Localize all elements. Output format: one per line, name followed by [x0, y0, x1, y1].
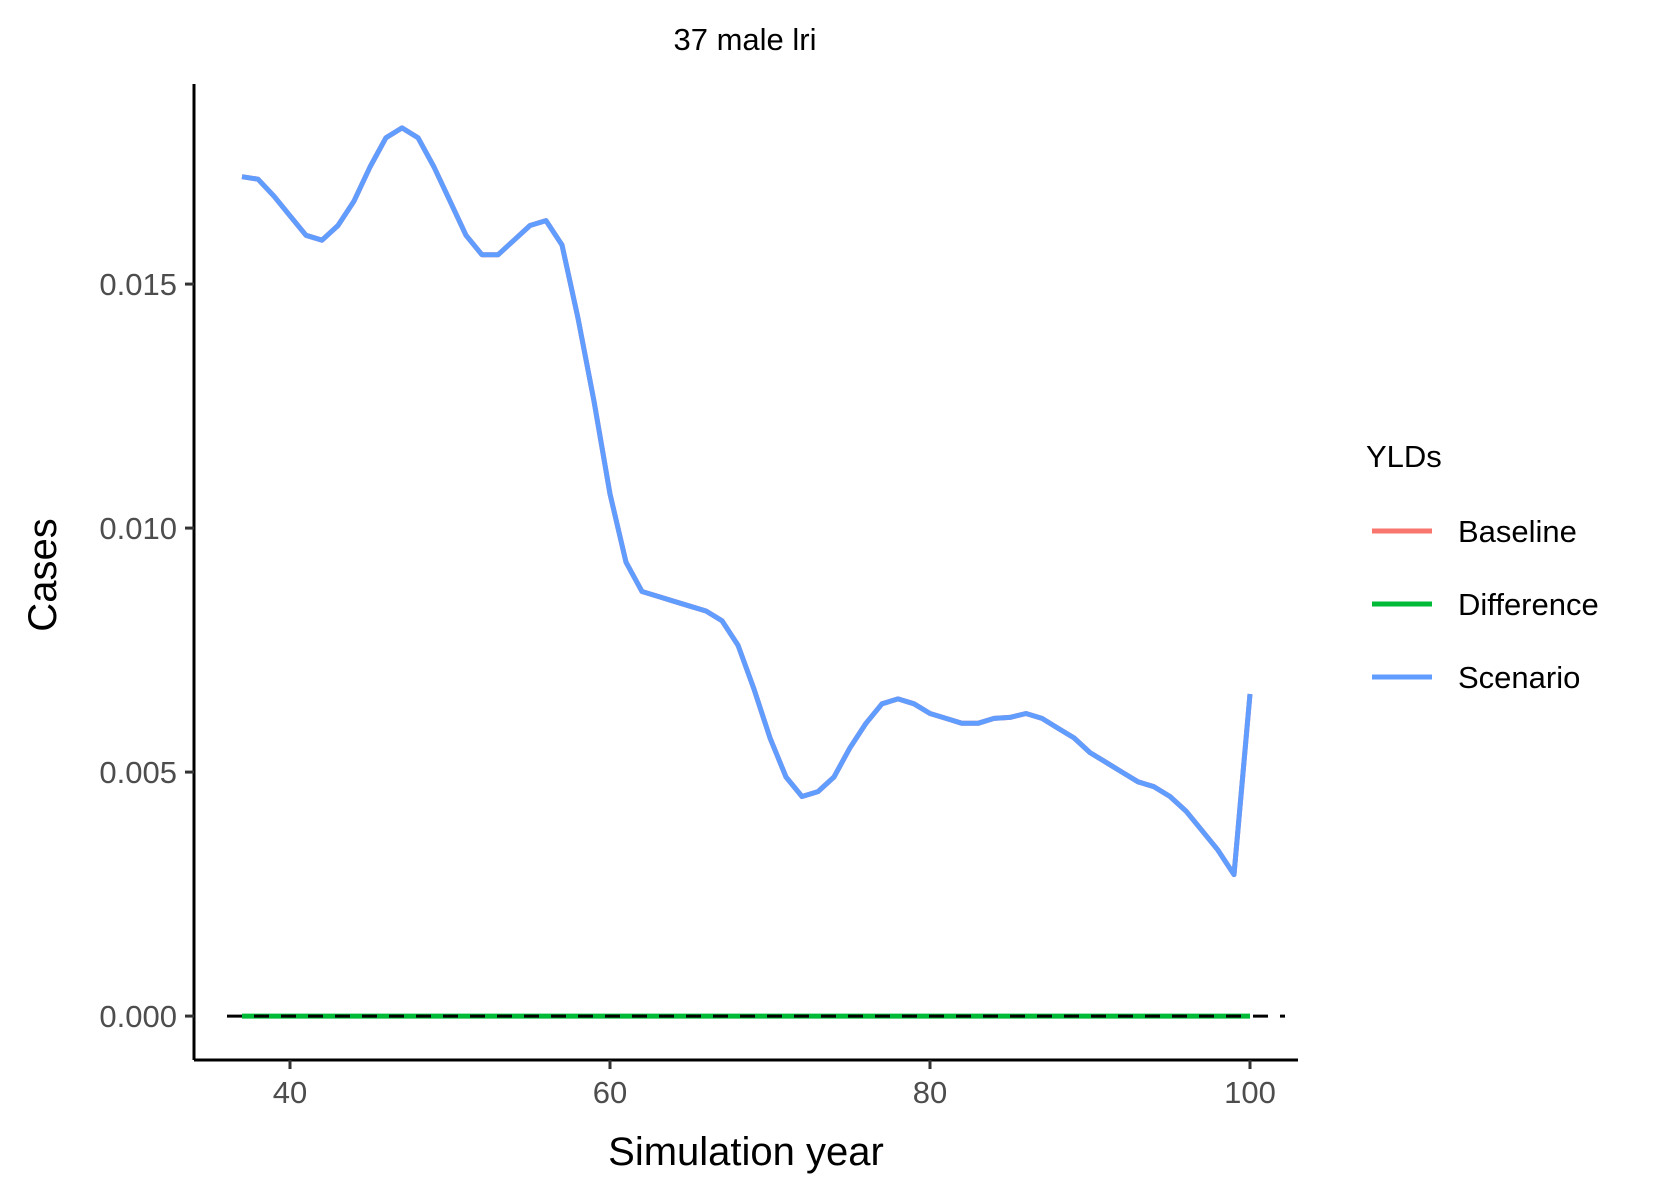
legend-label-baseline: Baseline: [1458, 514, 1577, 549]
legend-title: YLDs: [1366, 439, 1442, 474]
y-axis-ticks: 0.000 0.005 0.010 0.015: [99, 267, 194, 1034]
series-line-scenario: [241, 125, 1253, 878]
legend-label-scenario: Scenario: [1458, 660, 1580, 695]
x-axis-ticks: 40 60 80 100: [273, 1060, 1276, 1110]
chart-title: 37 male lri: [674, 22, 817, 57]
y-tick-label: 0.010: [99, 511, 177, 546]
x-tick-label: 100: [1224, 1075, 1276, 1110]
x-tick-label: 80: [913, 1075, 947, 1110]
legend: YLDs Baseline Difference Scenario: [1366, 439, 1599, 695]
x-tick-label: 40: [273, 1075, 307, 1110]
y-tick-label: 0.005: [99, 755, 177, 790]
x-axis-title: Simulation year: [608, 1130, 884, 1174]
y-tick-label: 0.000: [99, 999, 177, 1034]
y-axis-title: Cases: [21, 518, 65, 631]
x-tick-label: 60: [593, 1075, 627, 1110]
y-tick-label: 0.015: [99, 267, 177, 302]
legend-label-difference: Difference: [1458, 587, 1599, 622]
legend-entries: Baseline Difference Scenario: [1372, 514, 1599, 695]
